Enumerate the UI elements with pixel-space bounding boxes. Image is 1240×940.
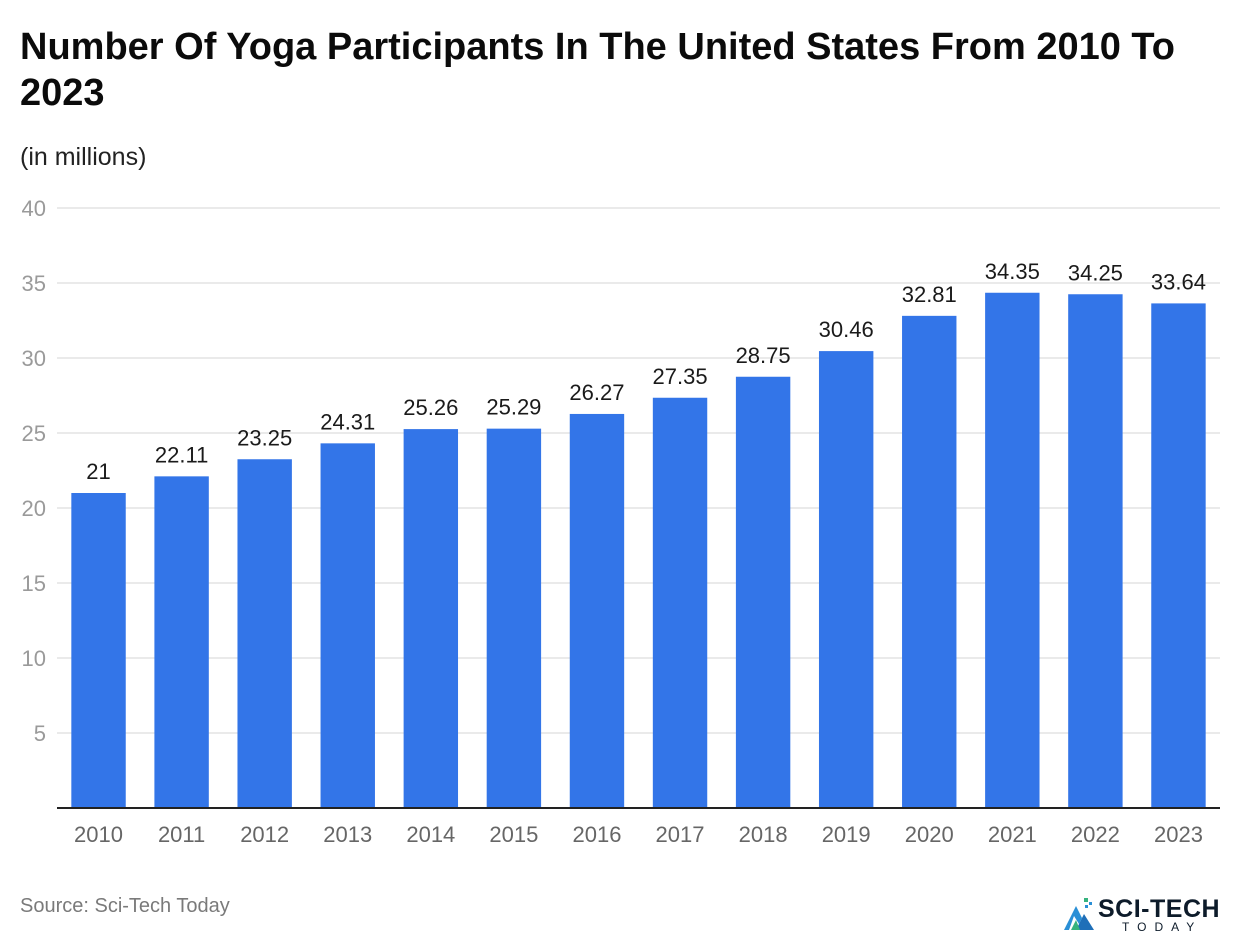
value-label-2010: 21 xyxy=(86,459,110,484)
bar-2015 xyxy=(486,428,542,808)
value-label-2018: 28.75 xyxy=(736,343,791,368)
y-tick-label: 25 xyxy=(22,421,46,446)
x-tick-label-2015: 2015 xyxy=(489,822,538,847)
value-label-2012: 23.25 xyxy=(237,425,292,450)
bar-2022 xyxy=(1068,294,1123,808)
value-label-2022: 34.25 xyxy=(1068,260,1123,285)
bar-2017 xyxy=(652,397,708,808)
y-tick-label: 20 xyxy=(22,496,46,521)
x-axis-ticks: 2010 2011 2012 2013 2014 2015 2016 2017 2018 2019… xyxy=(74,822,1203,847)
chart-subtitle: (in millions) xyxy=(20,143,147,171)
x-tick-label-2011: 2011 xyxy=(158,822,205,847)
bars xyxy=(71,292,1206,808)
x-tick-label-2017: 2017 xyxy=(656,822,705,847)
bar-2020 xyxy=(902,315,957,808)
y-tick-label: 5 xyxy=(34,721,46,746)
y-tick-label: 15 xyxy=(22,571,46,596)
y-tick-label: 30 xyxy=(22,346,46,371)
value-label-2023: 33.64 xyxy=(1151,269,1206,294)
source-note: Source: Sci-Tech Today xyxy=(20,895,230,917)
x-tick-label-2020: 2020 xyxy=(905,822,954,847)
value-label-2011: 22.11 xyxy=(155,442,208,467)
bar-2012 xyxy=(237,459,292,808)
x-tick-label-2019: 2019 xyxy=(822,822,871,847)
gridlines xyxy=(57,207,1220,734)
logo-subtext: TODAY xyxy=(1122,920,1203,934)
value-labels: 21 22.11 23.25 24.31 25.26 25.29 26.27 27.35 28.… xyxy=(86,259,1206,484)
logo-mountain-icon xyxy=(1064,898,1094,930)
bar-2013 xyxy=(320,443,375,808)
value-label-2016: 26.27 xyxy=(569,380,624,405)
bar-chart: 5 10 15 20 25 30 35 40 21 22.11 23.25 24.31 25.26 25… xyxy=(22,196,1220,847)
bar-2023 xyxy=(1151,303,1206,808)
y-tick-label: 40 xyxy=(22,196,46,221)
bar-2018 xyxy=(735,376,791,808)
logo-text: SCI-TECH xyxy=(1098,895,1221,923)
x-tick-label-2023: 2023 xyxy=(1154,822,1203,847)
x-tick-label-2014: 2014 xyxy=(406,822,455,847)
x-tick-label-2021: 2021 xyxy=(988,822,1037,847)
bar-2014 xyxy=(403,429,459,808)
brand-logo: SCI-TECH TODAY xyxy=(1062,894,1232,936)
bar-2016 xyxy=(569,413,625,808)
value-label-2014: 25.26 xyxy=(403,395,458,420)
value-label-2021: 34.35 xyxy=(985,259,1040,284)
value-label-2020: 32.81 xyxy=(902,282,957,307)
bar-2010 xyxy=(71,493,126,808)
x-tick-label-2018: 2018 xyxy=(739,822,788,847)
bar-2021 xyxy=(985,292,1040,808)
x-tick-label-2010: 2010 xyxy=(74,822,123,847)
bar-2019 xyxy=(818,351,874,808)
value-label-2019: 30.46 xyxy=(819,317,874,342)
x-tick-label-2013: 2013 xyxy=(323,822,372,847)
value-label-2013: 24.31 xyxy=(320,409,375,434)
bar-2011 xyxy=(154,476,209,808)
y-axis-ticks: 5 10 15 20 25 30 35 40 xyxy=(22,196,46,746)
y-tick-label: 10 xyxy=(22,646,46,671)
y-tick-label: 35 xyxy=(22,271,46,296)
x-tick-label-2012: 2012 xyxy=(240,822,289,847)
value-label-2015: 25.29 xyxy=(486,395,541,420)
x-tick-label-2022: 2022 xyxy=(1071,822,1120,847)
chart-title: Number Of Yoga Participants In The Unite… xyxy=(20,26,1176,114)
value-label-2017: 27.35 xyxy=(653,364,708,389)
x-tick-label-2016: 2016 xyxy=(572,822,621,847)
